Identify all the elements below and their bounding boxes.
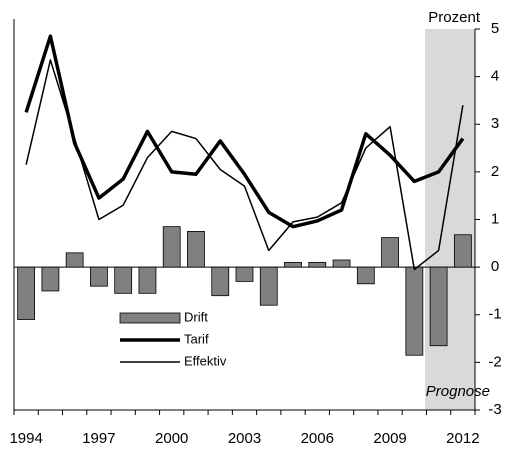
y-tick-label: 2 xyxy=(491,163,499,180)
annotation: Prognose xyxy=(426,383,490,400)
bar xyxy=(356,266,375,285)
y-tick-label: 4 xyxy=(491,68,499,85)
legend-label: Effektiv xyxy=(184,353,227,368)
bar xyxy=(65,252,84,268)
legend-label: Tarif xyxy=(184,331,209,346)
bar xyxy=(405,266,424,356)
bar xyxy=(259,266,278,306)
x-tick-label: 1997 xyxy=(82,430,115,447)
forecast-shading xyxy=(425,29,475,410)
bar xyxy=(381,237,399,268)
legend-label: Drift xyxy=(184,309,208,324)
y-tick-label: -3 xyxy=(488,401,501,418)
bar xyxy=(429,266,448,347)
y-tick-label: -1 xyxy=(488,306,501,323)
y-tick-label: 1 xyxy=(491,210,499,227)
y-tick-label: 5 xyxy=(491,20,499,37)
y-axis-label: Prozent xyxy=(428,9,481,26)
bar xyxy=(284,261,302,268)
y-tick-label: -2 xyxy=(488,353,501,370)
bar xyxy=(453,234,472,268)
bar xyxy=(211,266,230,297)
legend-swatch xyxy=(119,312,181,324)
line xyxy=(25,59,464,271)
bar xyxy=(17,266,36,320)
x-tick-label: 2009 xyxy=(373,430,406,447)
x-tick-label: 2012 xyxy=(446,430,479,447)
x-tick-label: 2003 xyxy=(228,430,261,447)
x-tick-label: 1994 xyxy=(9,430,42,447)
bar xyxy=(41,266,60,292)
line xyxy=(24,34,465,229)
bar xyxy=(187,231,205,268)
bar xyxy=(235,266,254,282)
y-tick-label: 3 xyxy=(491,115,499,132)
bar xyxy=(114,266,133,294)
x-tick-label: 2006 xyxy=(301,430,334,447)
y-tick-label: 0 xyxy=(491,258,499,275)
x-tick-label: 2000 xyxy=(155,430,188,447)
bar xyxy=(308,261,327,268)
bar xyxy=(138,266,157,294)
bar xyxy=(332,259,351,268)
bar xyxy=(90,266,108,287)
bar xyxy=(162,226,181,268)
